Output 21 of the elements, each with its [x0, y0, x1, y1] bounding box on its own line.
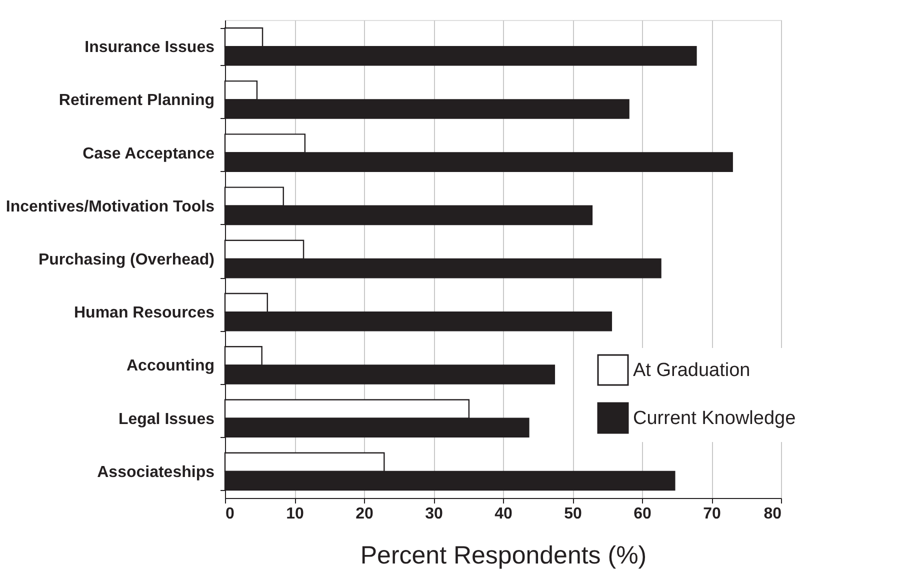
x-tick-label: 40 [494, 506, 512, 522]
x-tick-label: 80 [764, 506, 782, 522]
x-tick-label: 60 [634, 506, 652, 522]
y-tick-label: Purchasing (Overhead) [38, 252, 214, 268]
y-tick-label: Retirement Planning [58, 92, 214, 110]
legend-label: Current Knowledge [633, 408, 796, 429]
x-axis-title: Percent Respondents (%) [360, 542, 647, 570]
x-tick-label: 70 [703, 506, 721, 522]
x-tick-label: 20 [356, 506, 374, 522]
y-tick-label: Accounting [126, 358, 214, 375]
x-tick-label: 0 [226, 506, 234, 522]
x-tick-label: 30 [425, 506, 443, 522]
y-tick-label: Associateships [97, 464, 215, 481]
y-tick-label: Insurance Issues [84, 39, 215, 56]
y-tick-label: Human Resources [74, 304, 215, 322]
legend-label: At Graduation [633, 360, 750, 381]
x-tick-label: 10 [286, 506, 304, 522]
y-tick-label: Incentives/Motivation Tools [6, 198, 215, 216]
x-tick-label: 50 [564, 506, 582, 522]
y-tick-label: Case Acceptance [82, 145, 215, 162]
y-tick-label: Legal Issues [118, 410, 215, 428]
